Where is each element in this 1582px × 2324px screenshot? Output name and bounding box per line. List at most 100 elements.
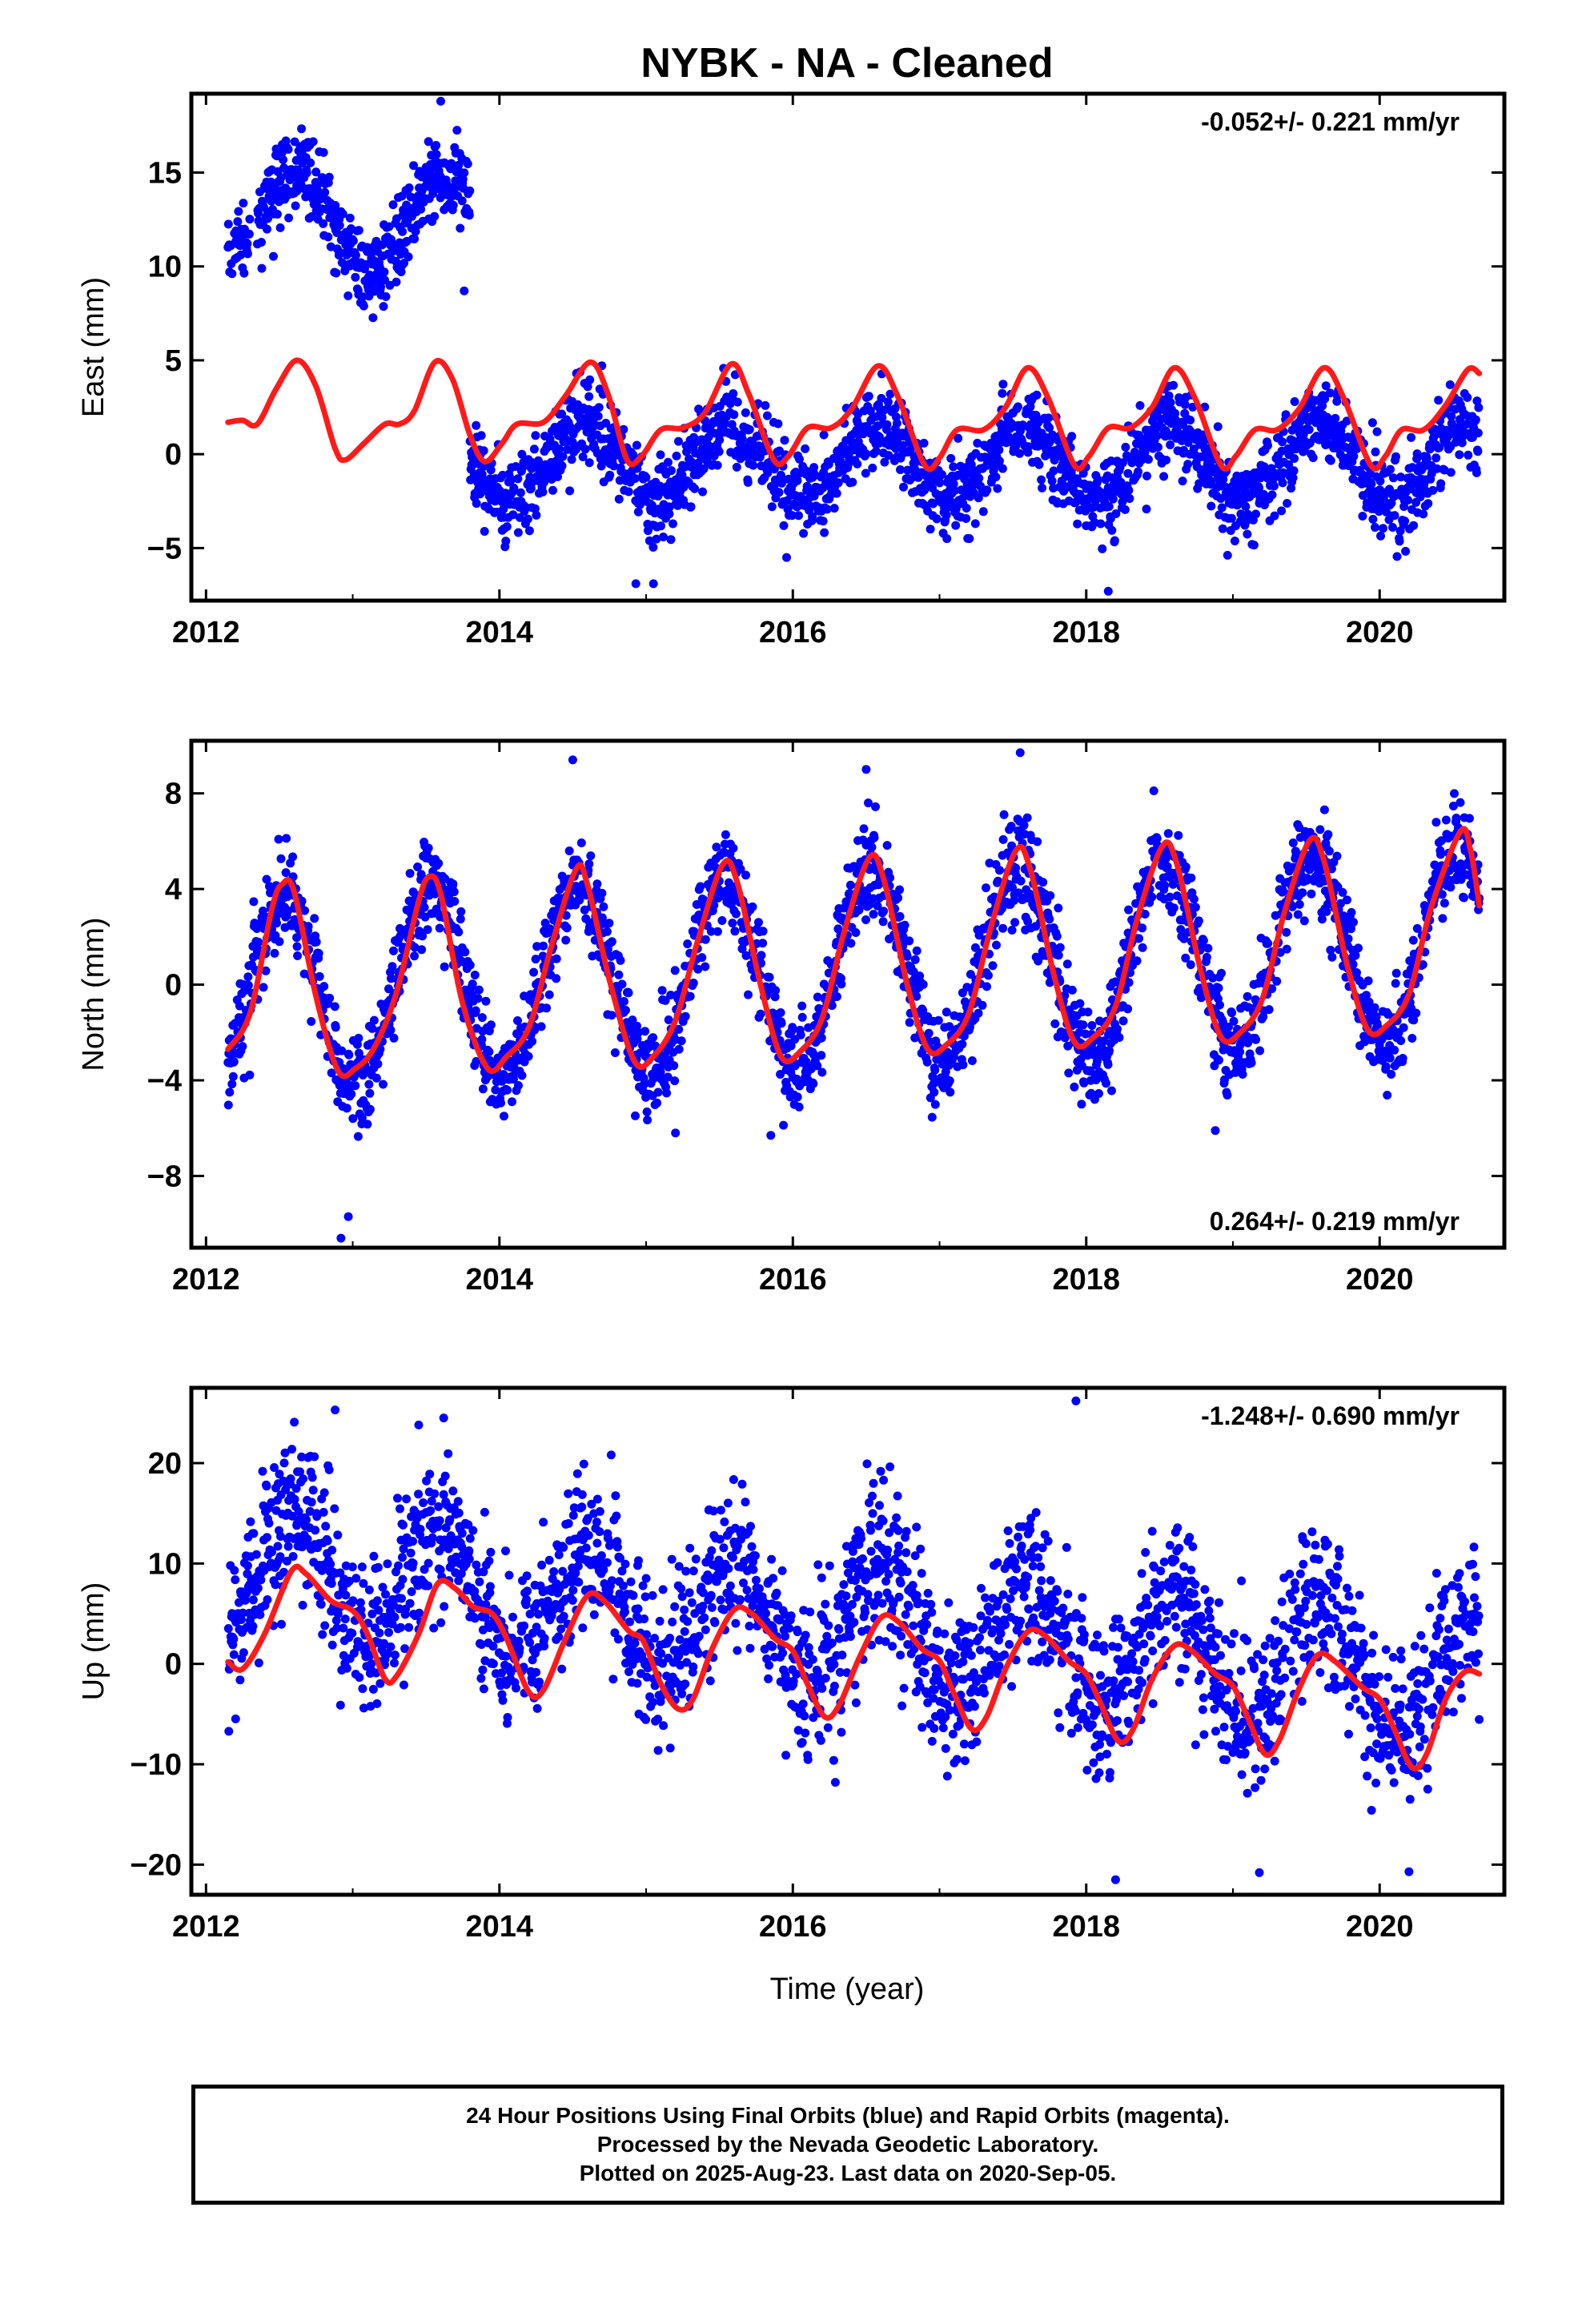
- east-point: [306, 158, 315, 167]
- north-point: [1264, 1005, 1274, 1015]
- east-point: [1392, 552, 1402, 561]
- north-point: [689, 979, 698, 987]
- east-point: [1376, 531, 1385, 541]
- east-point: [409, 161, 419, 171]
- east-point: [609, 461, 619, 471]
- north-point: [912, 946, 921, 955]
- east-point: [388, 200, 398, 210]
- north-point: [389, 946, 398, 955]
- east-point: [540, 477, 548, 487]
- east-point: [713, 460, 722, 470]
- north-point: [1317, 915, 1327, 924]
- east-point: [1379, 524, 1387, 533]
- east-point: [1024, 442, 1033, 452]
- north-point: [882, 841, 892, 850]
- north-point: [357, 1113, 367, 1123]
- north-point: [1202, 952, 1211, 962]
- east-point: [1431, 453, 1441, 463]
- north-point: [413, 862, 423, 871]
- north-point: [631, 1111, 640, 1120]
- east-point: [1124, 485, 1134, 495]
- east-point: [1278, 437, 1287, 447]
- east-point: [1462, 420, 1472, 429]
- north-model-curve: [225, 826, 1483, 1080]
- north-point: [1208, 973, 1218, 983]
- north-point: [754, 918, 763, 927]
- east-point: [479, 446, 488, 456]
- north-point: [786, 1041, 796, 1051]
- north-point: [756, 1009, 765, 1019]
- north-point: [643, 1116, 652, 1124]
- north-point: [661, 995, 670, 1005]
- east-point: [1123, 468, 1133, 478]
- north-point: [1045, 915, 1054, 924]
- north-point: [293, 951, 303, 960]
- east-point: [630, 474, 640, 483]
- east-point: [877, 393, 886, 403]
- north-outlier-point: [568, 755, 577, 765]
- east-point: [578, 452, 588, 461]
- north-point: [1113, 1024, 1122, 1034]
- east-point: [1428, 485, 1438, 495]
- north-point: [1235, 1047, 1245, 1056]
- north-point: [927, 1112, 937, 1122]
- north-point: [1448, 802, 1458, 810]
- east-point: [699, 464, 709, 473]
- north-point: [1267, 984, 1277, 994]
- north-point: [1078, 1020, 1088, 1030]
- north-point: [995, 866, 1004, 875]
- north-point: [1322, 907, 1331, 916]
- north-point: [902, 951, 912, 961]
- north-outlier-point: [1015, 748, 1025, 758]
- east-point: [476, 431, 486, 440]
- east-point: [384, 222, 394, 231]
- north-point: [1381, 1062, 1391, 1072]
- north-point: [319, 982, 329, 991]
- north-point: [1315, 825, 1325, 834]
- east-point: [584, 458, 594, 468]
- north-point: [405, 869, 415, 879]
- east-point: [410, 234, 420, 243]
- north-point: [465, 960, 475, 970]
- north-point: [225, 1088, 235, 1097]
- north-point: [1272, 976, 1282, 986]
- north-point: [481, 996, 491, 1006]
- east-point: [1367, 479, 1376, 489]
- east-point: [1270, 481, 1279, 491]
- north-point: [1168, 879, 1178, 889]
- north-point: [532, 942, 542, 951]
- north-point: [229, 1057, 239, 1067]
- north-point: [869, 833, 879, 842]
- north-point: [1186, 960, 1195, 970]
- north-point: [448, 879, 458, 889]
- north-point: [470, 971, 480, 979]
- east-point: [1278, 478, 1287, 488]
- east-point: [1125, 494, 1134, 503]
- up-point: [230, 1566, 239, 1575]
- east-point: [666, 535, 676, 545]
- east-point: [558, 452, 568, 461]
- north-point: [662, 1088, 672, 1098]
- north-point: [477, 1035, 487, 1044]
- north-point: [1025, 889, 1034, 899]
- north-point: [1307, 889, 1316, 899]
- east-point: [1290, 454, 1299, 463]
- east-point: [1358, 512, 1367, 521]
- east-model-curve: [225, 357, 1483, 472]
- east-point: [1251, 509, 1260, 519]
- east-point: [861, 449, 871, 459]
- east-point: [379, 302, 388, 312]
- north-point: [1132, 956, 1142, 966]
- east-point: [1120, 505, 1130, 514]
- east-point: [1473, 428, 1483, 438]
- east-point: [565, 486, 575, 496]
- north-point: [1338, 887, 1347, 897]
- east-point: [1399, 502, 1409, 511]
- north-point: [862, 890, 871, 899]
- east-point: [1067, 432, 1077, 441]
- north-point: [424, 843, 433, 853]
- east-point: [1423, 499, 1433, 509]
- east-point: [1447, 412, 1456, 421]
- north-point: [1391, 968, 1401, 978]
